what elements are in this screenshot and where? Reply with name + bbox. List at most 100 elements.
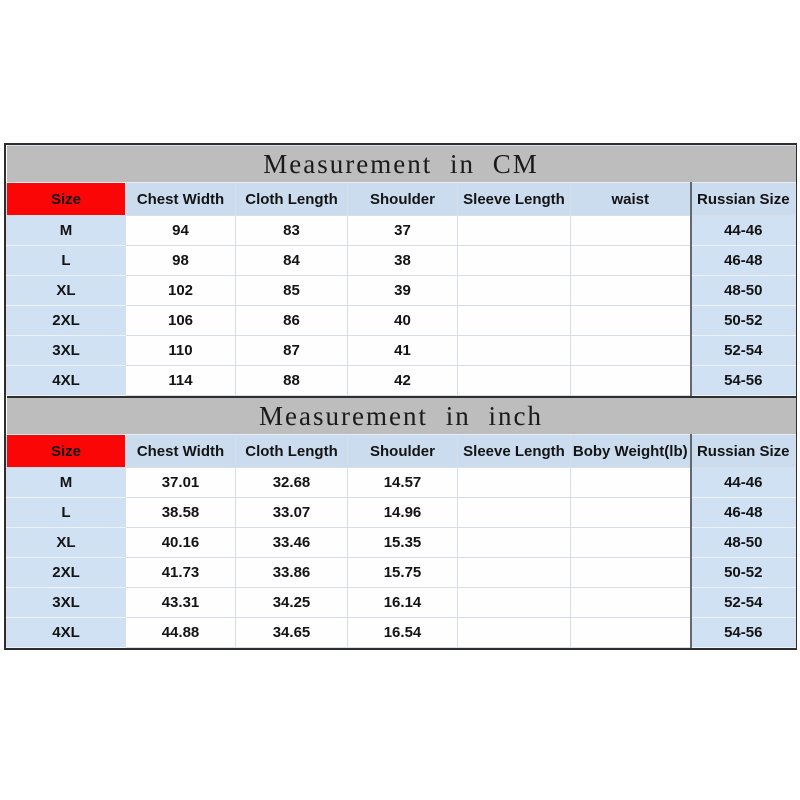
data-cell: 42 (347, 365, 458, 396)
data-cell: 94 (125, 215, 236, 246)
data-cell (457, 587, 571, 618)
header-cell: Shoulder (347, 434, 458, 468)
data-cell (570, 365, 691, 396)
russian-size-cell: 54-56 (689, 365, 797, 396)
inch-header-row: Size Chest Width Cloth Length Shoulder Sleev… (6, 434, 796, 468)
data-cell (457, 215, 571, 246)
cm-header-row: Size Chest Width Cloth Length Shoulder Sleev… (6, 182, 797, 216)
size-header-cell: Size (6, 182, 126, 216)
inch-table-title: Measurement in inch (6, 396, 796, 435)
cm-table-body: M 94 83 37 44-46 L 98 84 38 46-48 XL 102 85 39 48-50 2X… (6, 215, 797, 396)
data-cell (570, 305, 691, 336)
data-cell: 14.57 (347, 467, 458, 498)
size-cell: 4XL (6, 365, 126, 396)
russian-size-cell: 46-48 (689, 245, 797, 276)
data-cell: 86 (235, 305, 348, 336)
table-row: M 94 83 37 44-46 (6, 215, 797, 246)
russian-size-cell: 44-46 (689, 467, 796, 498)
russian-size-cell: 46-48 (689, 497, 796, 528)
data-cell (457, 617, 571, 648)
russian-size-cell: 48-50 (689, 527, 796, 558)
data-cell (570, 467, 691, 498)
header-cell: Boby Weight(lb) (570, 434, 691, 468)
data-cell (570, 335, 691, 366)
table-row: XL 102 85 39 48-50 (6, 275, 797, 306)
data-cell (457, 557, 571, 588)
data-cell: 106 (125, 305, 236, 336)
data-cell: 85 (235, 275, 348, 306)
size-cell: XL (6, 275, 126, 306)
data-cell: 33.86 (235, 557, 348, 588)
data-cell: 39 (347, 275, 458, 306)
table-row: M 37.01 32.68 14.57 44-46 (6, 467, 796, 498)
table-row: 4XL 114 88 42 54-56 (6, 365, 797, 396)
russian-size-cell: 44-46 (689, 215, 797, 246)
cm-title-row: Measurement in CM (6, 145, 796, 183)
table-row: L 38.58 33.07 14.96 46-48 (6, 497, 796, 528)
size-cell: M (6, 467, 126, 498)
data-cell (457, 275, 571, 306)
size-cell: 3XL (6, 335, 126, 366)
header-cell: Chest Width (125, 182, 236, 216)
size-cell: 2XL (6, 305, 126, 336)
data-cell: 37 (347, 215, 458, 246)
size-cell: L (6, 245, 126, 276)
data-cell: 14.96 (347, 497, 458, 528)
data-cell (457, 527, 571, 558)
data-cell (457, 245, 571, 276)
table-row: 2XL 41.73 33.86 15.75 50-52 (6, 557, 796, 588)
header-cell: Shoulder (347, 182, 458, 216)
header-cell: Cloth Length (235, 434, 348, 468)
size-cell: M (6, 215, 126, 246)
data-cell: 40 (347, 305, 458, 336)
header-cell: Sleeve Length (457, 434, 571, 468)
inch-title-row: Measurement in inch (6, 396, 796, 435)
russian-size-cell: 50-52 (689, 305, 797, 336)
cm-table: Measurement in CM Size Chest Width Cloth L… (6, 145, 797, 396)
data-cell: 34.65 (235, 617, 348, 648)
data-cell (570, 617, 691, 648)
russian-size-cell: 52-54 (689, 335, 797, 366)
russian-size-cell: 48-50 (689, 275, 797, 306)
header-cell: Russian Size (689, 182, 797, 216)
data-cell: 83 (235, 215, 348, 246)
size-cell: XL (6, 527, 126, 558)
size-cell: 4XL (6, 617, 126, 648)
header-cell: Cloth Length (235, 182, 348, 216)
data-cell: 43.31 (125, 587, 236, 618)
header-cell: Sleeve Length (457, 182, 571, 216)
data-cell (570, 215, 691, 246)
header-cell: waist (570, 182, 691, 216)
russian-size-cell: 52-54 (689, 587, 796, 618)
data-cell: 41.73 (125, 557, 236, 588)
data-cell: 44.88 (125, 617, 236, 648)
data-cell: 33.46 (235, 527, 348, 558)
data-cell: 38 (347, 245, 458, 276)
size-header-cell: Size (6, 434, 126, 468)
data-cell: 84 (235, 245, 348, 276)
data-cell (570, 497, 691, 528)
data-cell (570, 527, 691, 558)
data-cell: 102 (125, 275, 236, 306)
russian-size-cell: 50-52 (689, 557, 796, 588)
data-cell (570, 557, 691, 588)
size-cell: 2XL (6, 557, 126, 588)
data-cell: 40.16 (125, 527, 236, 558)
header-cell: Chest Width (125, 434, 236, 468)
inch-table-body: M 37.01 32.68 14.57 44-46 L 38.58 33.07 14.96 46-… (6, 467, 796, 648)
inch-table: Measurement in inch Size Chest Width Cloth… (6, 396, 796, 648)
table-row: 3XL 110 87 41 52-54 (6, 335, 797, 366)
data-cell: 87 (235, 335, 348, 366)
data-cell (457, 497, 571, 528)
data-cell: 16.54 (347, 617, 458, 648)
data-cell: 110 (125, 335, 236, 366)
table-row: L 98 84 38 46-48 (6, 245, 797, 276)
table-row: XL 40.16 33.46 15.35 48-50 (6, 527, 796, 558)
data-cell: 38.58 (125, 497, 236, 528)
table-row: 3XL 43.31 34.25 16.14 52-54 (6, 587, 796, 618)
data-cell (457, 305, 571, 336)
data-cell: 33.07 (235, 497, 348, 528)
header-cell: Russian Size (689, 434, 796, 468)
data-cell: 37.01 (125, 467, 236, 498)
data-cell: 34.25 (235, 587, 348, 618)
